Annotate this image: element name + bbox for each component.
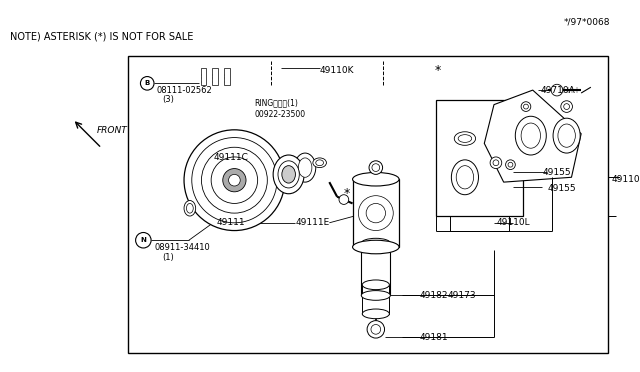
Circle shape	[339, 195, 349, 204]
Text: (1): (1)	[163, 253, 175, 262]
Text: 49111C: 49111C	[213, 153, 248, 163]
Circle shape	[369, 161, 383, 174]
Text: 49155: 49155	[547, 185, 576, 193]
Ellipse shape	[456, 166, 474, 189]
Ellipse shape	[362, 238, 390, 248]
Bar	[362, 285, 389, 314]
Text: 08111-02562: 08111-02562	[157, 86, 212, 94]
Text: 49110L: 49110L	[497, 218, 531, 227]
Ellipse shape	[451, 160, 479, 195]
Text: RINGリング(1): RINGリング(1)	[255, 98, 299, 107]
Text: 49110K: 49110K	[319, 66, 354, 75]
Circle shape	[551, 84, 563, 96]
Circle shape	[136, 232, 151, 248]
Ellipse shape	[298, 158, 312, 177]
Text: 00922-23500: 00922-23500	[255, 110, 306, 119]
Text: *: *	[344, 187, 350, 200]
Ellipse shape	[362, 309, 389, 319]
Ellipse shape	[278, 161, 300, 188]
Text: (3): (3)	[163, 95, 175, 104]
Text: 49111: 49111	[216, 218, 245, 227]
Text: 49110: 49110	[611, 175, 640, 184]
Bar	[200, 68, 206, 85]
Circle shape	[506, 160, 515, 170]
Text: 08911-34410: 08911-34410	[155, 244, 211, 253]
Bar	[224, 68, 230, 85]
Bar	[212, 68, 218, 85]
Text: 49155: 49155	[543, 168, 571, 177]
Text: 49111E: 49111E	[295, 218, 330, 227]
Text: NOTE) ASTERISK (*) IS NOT FOR SALE: NOTE) ASTERISK (*) IS NOT FOR SALE	[10, 32, 193, 42]
Text: 49181: 49181	[419, 333, 448, 341]
Circle shape	[367, 321, 385, 338]
Text: */97*0068: */97*0068	[564, 18, 610, 27]
Polygon shape	[484, 90, 581, 182]
Ellipse shape	[313, 158, 326, 168]
Circle shape	[140, 77, 154, 90]
Circle shape	[561, 101, 572, 112]
Circle shape	[223, 169, 246, 192]
Ellipse shape	[362, 280, 389, 290]
Circle shape	[490, 157, 502, 169]
Circle shape	[184, 130, 285, 231]
Ellipse shape	[458, 135, 472, 142]
Bar	[436, 100, 523, 216]
Ellipse shape	[454, 132, 476, 145]
Circle shape	[521, 102, 531, 112]
Ellipse shape	[282, 166, 296, 183]
Bar	[362, 242, 390, 295]
Ellipse shape	[353, 240, 399, 254]
Text: FRONT: FRONT	[97, 126, 127, 135]
Ellipse shape	[353, 173, 399, 186]
Ellipse shape	[553, 118, 580, 153]
Ellipse shape	[273, 155, 304, 194]
Bar	[128, 56, 608, 353]
Text: N: N	[140, 237, 147, 243]
Text: *: *	[435, 64, 441, 77]
Text: 49173: 49173	[447, 291, 476, 300]
Ellipse shape	[184, 201, 196, 216]
Ellipse shape	[294, 153, 316, 182]
Text: 49182: 49182	[419, 291, 448, 300]
Bar	[353, 179, 399, 247]
Ellipse shape	[521, 123, 540, 148]
Ellipse shape	[362, 291, 390, 300]
Circle shape	[228, 174, 240, 186]
Ellipse shape	[515, 116, 547, 155]
Ellipse shape	[558, 124, 575, 147]
Text: 49710A: 49710A	[540, 86, 575, 94]
Text: B: B	[145, 80, 150, 86]
